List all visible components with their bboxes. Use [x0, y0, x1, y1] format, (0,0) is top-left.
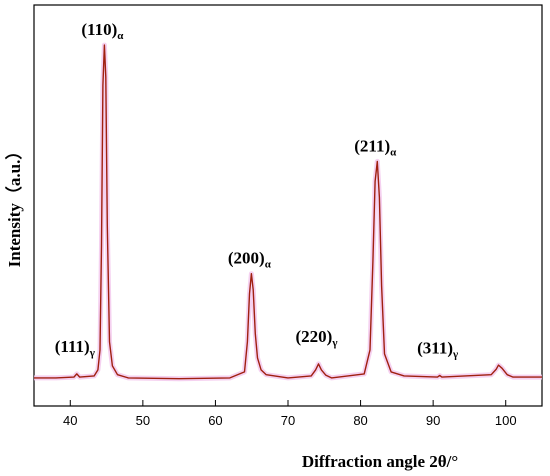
y-axis-title: Intensity（a.u.）: [4, 143, 24, 268]
peak-label: (311)γ: [417, 339, 458, 361]
peak-label: (211)α: [354, 136, 397, 158]
x-axis-title: Diffraction angle 2θ/°: [302, 452, 458, 471]
peak-annotations: (111)γ (110)α (200)α (220)γ (211)α (311)γ: [55, 20, 458, 360]
series-glow: [34, 42, 542, 382]
peak-label: (111)γ: [55, 337, 95, 359]
x-tick-label: 50: [136, 413, 150, 428]
x-tick-label: 90: [426, 413, 440, 428]
peak-label: (200)α: [228, 249, 272, 271]
x-tick-label: 70: [281, 413, 295, 428]
x-tick-label: 60: [208, 413, 222, 428]
peak-label: (220)γ: [295, 327, 337, 349]
x-tick-label: 100: [495, 413, 517, 428]
x-tick-label: 80: [353, 413, 367, 428]
peak-label: (110)α: [81, 20, 124, 42]
series-line: [34, 44, 542, 380]
x-tick-label: 40: [63, 413, 77, 428]
x-axis-ticks: 40 50 60 70 80 90 100: [63, 400, 517, 428]
